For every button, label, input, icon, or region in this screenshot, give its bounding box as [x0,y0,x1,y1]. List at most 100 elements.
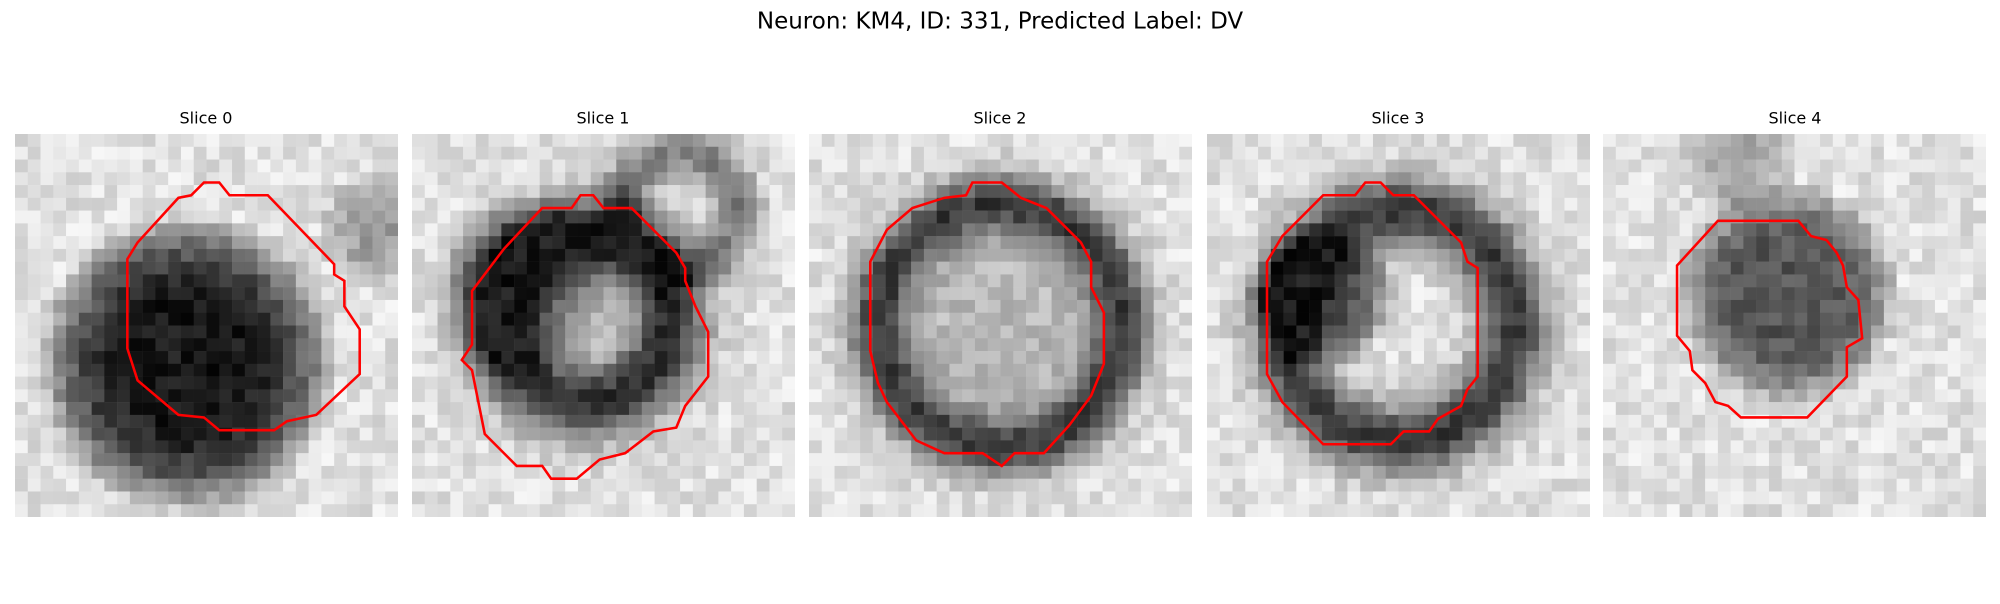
pixel [1615,299,1629,313]
pixel [949,236,963,250]
pixel [1603,491,1617,505]
pixel [756,236,770,250]
pixel [923,325,937,339]
pixel [1000,197,1014,211]
pixel [270,274,284,288]
pixel [424,299,438,313]
pixel [475,504,489,517]
pixel [1500,325,1514,339]
pixel [1845,197,1859,211]
pixel [1411,146,1425,160]
pixel [1258,478,1272,492]
pixel [412,440,426,454]
pixel [1628,185,1642,199]
pixel [629,172,643,186]
pixel [1360,478,1374,492]
pixel [1360,389,1374,403]
pixel [1679,363,1693,377]
pixel [295,261,309,275]
pixel [193,210,207,224]
pixel [1628,197,1642,211]
pixel [1296,491,1310,505]
pixel [1013,363,1027,377]
pixel [78,223,92,237]
pixel [1705,427,1719,441]
pixel [1577,338,1590,352]
pixel [1179,210,1192,224]
pixel [283,172,297,186]
pixel [552,402,566,416]
pixel [1245,261,1259,275]
pixel [1102,376,1116,390]
pixel [1781,146,1795,160]
pixel [437,261,451,275]
pixel [629,134,643,148]
pixel [692,478,706,492]
pixel [731,159,745,173]
pixel [872,261,886,275]
pixel [1372,351,1386,365]
pixel [180,440,194,454]
pixel [219,402,233,416]
pixel [219,146,233,160]
pixel [1845,465,1859,479]
pixel [1538,236,1552,250]
pixel [1411,159,1425,173]
pixel [565,491,579,505]
pixel [756,478,770,492]
pixel [475,236,489,250]
pixel [463,414,477,428]
pixel [295,504,309,517]
pixel [552,325,566,339]
pixel [769,146,783,160]
pixel [1896,478,1910,492]
pixel [1538,159,1552,173]
pixel [1051,159,1065,173]
pixel [1641,478,1655,492]
pixel [53,325,67,339]
pixel [565,172,579,186]
pixel [731,402,745,416]
pixel [155,440,169,454]
pixel [603,299,617,313]
pixel [78,299,92,313]
pixel [244,414,258,428]
pixel [1051,338,1065,352]
pixel [308,478,322,492]
pixel [885,478,899,492]
pixel [437,185,451,199]
pixel [1207,338,1221,352]
pixel [1232,236,1246,250]
pixel [705,376,719,390]
pixel [1615,248,1629,262]
pixel [1934,274,1948,288]
pixel [168,465,182,479]
pixel [1179,312,1192,326]
pixel [257,248,271,262]
pixel [1807,185,1821,199]
pixel [346,172,360,186]
pixel [692,440,706,454]
pixel [1064,491,1078,505]
pixel [1219,465,1233,479]
pixel [1360,261,1374,275]
pixel [629,146,643,160]
pixel [1449,465,1463,479]
pixel [1692,440,1706,454]
pixel [488,453,502,467]
pixel [974,287,988,301]
pixel [834,210,848,224]
pixel [936,325,950,339]
pixel [974,134,988,148]
pixel [847,236,861,250]
pixel [514,414,528,428]
pixel [705,465,719,479]
pixel [1909,402,1923,416]
pixel [270,312,284,326]
pixel [1871,236,1885,250]
pixel [1385,287,1399,301]
pixel [15,440,29,454]
pixel [219,351,233,365]
pixel [27,325,41,339]
pixel [142,338,156,352]
